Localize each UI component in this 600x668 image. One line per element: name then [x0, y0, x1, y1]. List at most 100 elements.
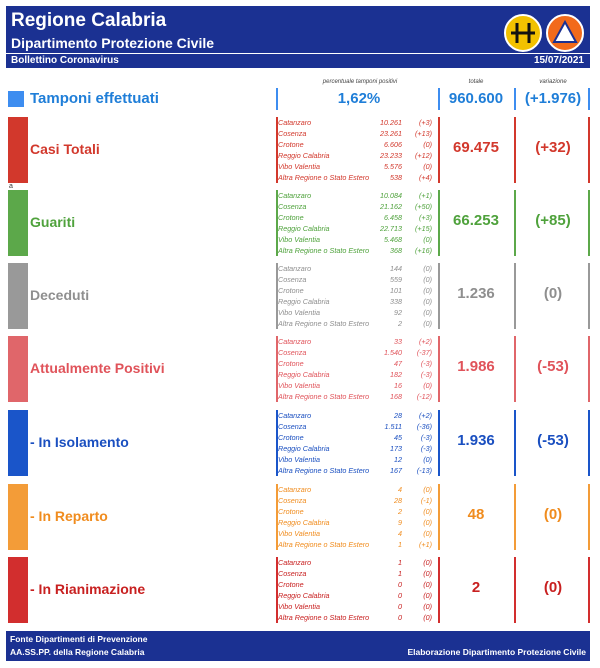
- province-item: Cosenza 28 (-1): [278, 495, 436, 506]
- divider: [438, 88, 440, 110]
- row-label: - In Isolamento: [30, 434, 129, 450]
- province-item: Catanzaro 144 (0): [278, 263, 436, 274]
- province-name: Reggio Calabria: [278, 444, 330, 453]
- province-value: 16: [394, 381, 402, 390]
- province-item: Crotone 47 (-3): [278, 358, 436, 369]
- province-item: Altra Regione o Stato Estero 0 (0): [278, 612, 436, 623]
- province-name: Altra Regione o Stato Estero: [278, 319, 370, 328]
- province-variation: (0): [423, 286, 432, 295]
- province-name: Catanzaro: [278, 558, 312, 567]
- divider: [514, 336, 516, 402]
- province-name: Cosenza: [278, 275, 307, 284]
- province-value: 47: [394, 359, 402, 368]
- province-name: Reggio Calabria: [278, 224, 330, 233]
- province-variation: (0): [423, 507, 432, 516]
- row-total: 48: [467, 506, 485, 523]
- province-variation: (-3): [420, 444, 432, 453]
- province-variation: (+12): [415, 151, 432, 160]
- divider: [276, 410, 278, 476]
- province-value: 33: [394, 337, 402, 346]
- divider: [276, 336, 278, 402]
- province-variation: (0): [423, 381, 432, 390]
- footer-banner: Fonte Dipartimenti di Prevenzione AA.SS.…: [6, 631, 590, 661]
- divider: [276, 263, 278, 329]
- divider: [438, 557, 440, 623]
- province-name: Catanzaro: [278, 411, 312, 420]
- province-name: Crotone: [278, 359, 304, 368]
- province-name: Cosenza: [278, 348, 307, 357]
- province-name: Catanzaro: [278, 485, 312, 494]
- province-variation: (-3): [420, 359, 432, 368]
- province-item: Vibo Valentia 92 (0): [278, 307, 436, 318]
- province-item: Vibo Valentia 5.576 (0): [278, 161, 436, 172]
- divider: [276, 190, 278, 256]
- province-item: Crotone 101 (0): [278, 285, 436, 296]
- province-item: Crotone 6.606 (0): [278, 139, 436, 150]
- province-variation: (0): [423, 455, 432, 464]
- province-item: Reggio Calabria 0 (0): [278, 590, 436, 601]
- province-value: 28: [394, 496, 402, 505]
- province-item: Catanzaro 10.261 (+3): [278, 117, 436, 128]
- province-value: 45: [394, 433, 402, 442]
- province-item: Vibo Valentia 5.468 (0): [278, 234, 436, 245]
- row-total: 69.475: [453, 139, 499, 156]
- row-label: Casi Totali: [30, 141, 100, 157]
- province-variation: (+1): [419, 191, 432, 200]
- divider: [276, 557, 278, 623]
- province-value: 2: [398, 319, 402, 328]
- province-list: Catanzaro 10.261 (+3) Cosenza 23.261 (+13) Cro…: [278, 117, 436, 183]
- province-list: Catanzaro 144 (0) Cosenza 559 (0) Crotone 101 (0…: [278, 263, 436, 329]
- total-column-header: totale: [468, 79, 484, 85]
- header-banner: Regione Calabria Dipartimento Protezione…: [6, 6, 590, 68]
- province-variation: (0): [423, 297, 432, 306]
- province-value: 28: [394, 411, 402, 420]
- province-name: Vibo Valentia: [278, 235, 320, 244]
- province-variation: (0): [423, 308, 432, 317]
- province-value: 559: [390, 275, 402, 284]
- divider: [588, 484, 590, 550]
- province-value: 338: [390, 297, 402, 306]
- province-name: Crotone: [278, 140, 304, 149]
- region-crest-logo: [504, 14, 542, 52]
- credit-text: Elaborazione Dipartimento Protezione Civ…: [407, 647, 586, 657]
- province-list: Catanzaro 28 (+2) Cosenza 1.511 (-36) Crotone 4…: [278, 410, 436, 476]
- province-variation: (+15): [415, 224, 432, 233]
- stat-row: - In Isolamento Catanzaro 28 (+2) Cosenza 1.5…: [6, 410, 590, 476]
- province-item: Reggio Calabria 22.713 (+15): [278, 223, 436, 234]
- row-color-bar: [8, 484, 28, 550]
- province-item: Altra Regione o Stato Estero 538 (+4): [278, 172, 436, 183]
- divider: [276, 484, 278, 550]
- province-variation: (0): [423, 485, 432, 494]
- province-name: Cosenza: [278, 202, 307, 211]
- row-total: 66.253: [453, 212, 499, 229]
- row-total: 1.986: [457, 358, 495, 375]
- percentage-column-header: percentuale tamponi positivi: [322, 79, 398, 85]
- province-name: Crotone: [278, 580, 304, 589]
- province-value: 0: [398, 591, 402, 600]
- province-value: 92: [394, 308, 402, 317]
- province-name: Altra Regione o Stato Estero: [278, 246, 370, 255]
- province-variation: (+4): [419, 173, 432, 182]
- province-variation: (+2): [419, 411, 432, 420]
- province-value: 1.511: [384, 422, 402, 431]
- province-item: Catanzaro 33 (+2): [278, 336, 436, 347]
- row-variation: (0): [543, 285, 563, 302]
- province-item: Vibo Valentia 12 (0): [278, 454, 436, 465]
- province-item: Catanzaro 10.084 (+1): [278, 190, 436, 201]
- bulletin-date: 15/07/2021: [533, 55, 584, 66]
- row-label: Guariti: [30, 214, 76, 230]
- province-variation: (0): [423, 580, 432, 589]
- stat-row: Guariti Catanzaro 10.084 (+1) Cosenza 21.162 (…: [6, 190, 590, 256]
- divider: [514, 484, 516, 550]
- province-list: Catanzaro 1 (0) Cosenza 1 (0) Crotone 0 (0) Reggi…: [278, 557, 436, 623]
- province-list: Catanzaro 33 (+2) Cosenza 1.540 (-37) Crotone 4…: [278, 336, 436, 402]
- province-name: Reggio Calabria: [278, 370, 330, 379]
- province-variation: (-12): [416, 392, 432, 401]
- province-variation: (-37): [416, 348, 432, 357]
- province-item: Catanzaro 1 (0): [278, 557, 436, 568]
- province-name: Cosenza: [278, 569, 307, 578]
- province-item: Crotone 45 (-3): [278, 432, 436, 443]
- divider: [514, 117, 516, 183]
- province-variation: (0): [423, 613, 432, 622]
- divider: [514, 88, 516, 110]
